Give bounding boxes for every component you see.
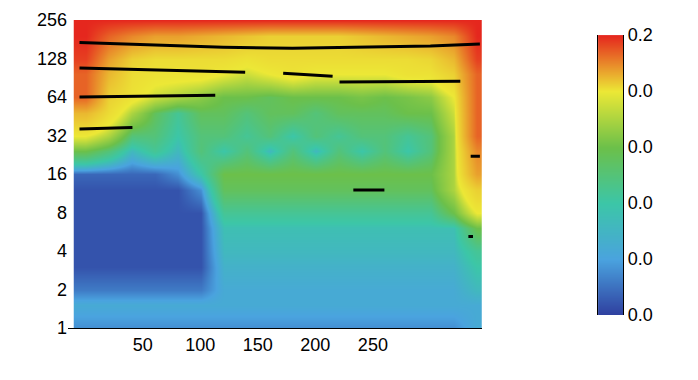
svg-text:8: 8	[57, 203, 67, 223]
svg-text:2: 2	[57, 280, 67, 300]
svg-text:250: 250	[358, 335, 388, 355]
svg-text:1: 1	[57, 318, 67, 338]
svg-text:256: 256	[37, 10, 67, 30]
svg-text:64: 64	[47, 87, 67, 107]
svg-text:0.0: 0.0	[628, 81, 653, 101]
svg-text:32: 32	[47, 126, 67, 146]
svg-text:0.0: 0.0	[628, 137, 653, 157]
svg-text:100: 100	[185, 335, 215, 355]
svg-text:0.0: 0.0	[628, 249, 653, 269]
svg-text:0.0: 0.0	[628, 193, 653, 213]
svg-text:150: 150	[243, 335, 273, 355]
svg-text:128: 128	[37, 49, 67, 69]
svg-text:0.2: 0.2	[628, 25, 653, 45]
svg-text:4: 4	[57, 241, 67, 261]
svg-text:200: 200	[300, 335, 330, 355]
svg-text:0.0: 0.0	[628, 305, 653, 325]
svg-text:50: 50	[133, 335, 153, 355]
svg-text:16: 16	[47, 164, 67, 184]
